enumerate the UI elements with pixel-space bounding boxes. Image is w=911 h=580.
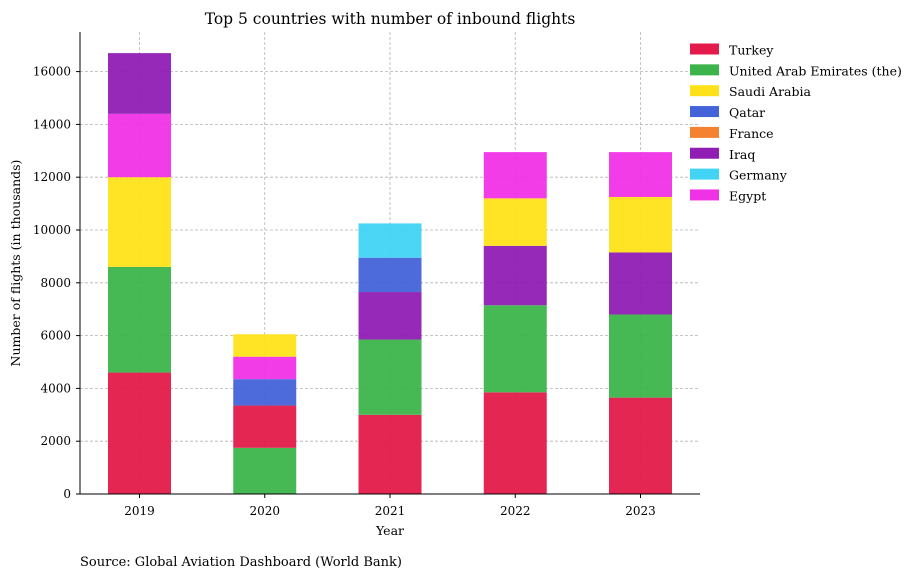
bar-segment-turkey-2019	[108, 372, 171, 494]
legend-label: Qatar	[729, 105, 765, 120]
legend-swatch	[690, 189, 719, 201]
y-tick-labels: 0 2000 4000 6000 8000 10000 12000 14000 16000	[33, 65, 80, 501]
bar-segment-saudi-arabia-2023	[609, 197, 672, 253]
bar-segment-qatar-2021	[358, 257, 422, 293]
y-tick-label: 0	[63, 487, 71, 501]
y-tick-label: 6000	[40, 329, 71, 343]
bar-segment-united-arab-emirates-the--2022	[483, 305, 547, 393]
x-tick-label: 2022	[500, 504, 531, 518]
bar-segment-saudi-arabia-2019	[108, 177, 171, 267]
legend-swatch	[690, 126, 719, 138]
legend-swatch	[690, 43, 719, 55]
bar-segment-turkey-2023	[609, 397, 672, 494]
y-tick-label: 16000	[33, 65, 71, 79]
legend: Turkey United Arab Emirates (the) Saudi Ar…	[690, 43, 902, 203]
bar-segment-saudi-arabia-2020	[233, 334, 297, 357]
y-tick-label: 8000	[40, 276, 71, 290]
bar-segment-united-arab-emirates-the--2020	[233, 447, 297, 494]
bar-segment-iraq-2019	[108, 53, 171, 114]
bar-segment-turkey-2021	[358, 414, 422, 494]
x-axis-label: Year	[375, 523, 404, 538]
x-tick-labels: 2019 2020 2021 2022 2023	[124, 494, 656, 518]
bar-segment-germany-2021	[358, 223, 422, 258]
legend-swatch	[690, 168, 719, 180]
y-tick-label: 12000	[33, 170, 71, 184]
bar-segment-qatar-2020	[233, 379, 297, 406]
legend-label: Iraq	[729, 147, 755, 162]
bar-segment-saudi-arabia-2022	[483, 198, 547, 246]
legend-label: United Arab Emirates (the)	[729, 63, 902, 78]
bar-segment-iraq-2021	[358, 292, 422, 340]
legend-swatch	[690, 85, 719, 97]
bar-segment-egypt-2020	[233, 356, 297, 380]
y-tick-label: 10000	[33, 223, 71, 237]
bar-segment-egypt-2022	[483, 152, 547, 199]
bar-segment-united-arab-emirates-the--2023	[609, 314, 672, 398]
chart-title: Top 5 countries with number of inbound f…	[205, 10, 576, 28]
legend-label: Egypt	[729, 188, 766, 203]
y-tick-label: 14000	[33, 117, 71, 131]
bar-segment-turkey-2022	[483, 392, 547, 494]
bars	[108, 53, 672, 494]
x-tick-label: 2023	[625, 504, 656, 518]
bar-segment-iraq-2023	[609, 252, 672, 315]
legend-label: Germany	[729, 168, 788, 183]
x-tick-label: 2019	[124, 504, 155, 518]
legend-label: France	[729, 126, 774, 141]
bar-segment-turkey-2020	[233, 405, 297, 448]
y-tick-label: 4000	[40, 381, 71, 395]
bar-segment-united-arab-emirates-the--2019	[108, 266, 171, 373]
y-tick-label: 2000	[40, 434, 71, 448]
legend-label: Turkey	[729, 43, 774, 58]
bar-segment-united-arab-emirates-the--2021	[358, 339, 422, 415]
y-axis-label: Number of flights (in thousands)	[8, 160, 23, 367]
legend-swatch	[690, 147, 719, 159]
source-note: Source: Global Aviation Dashboard (World…	[80, 555, 402, 570]
bar-segment-egypt-2023	[609, 152, 672, 197]
legend-label: Saudi Arabia	[729, 84, 811, 99]
bar-segment-egypt-2019	[108, 113, 171, 178]
bar-segment-iraq-2022	[483, 245, 547, 306]
legend-swatch	[690, 106, 719, 118]
x-tick-label: 2021	[375, 504, 406, 518]
x-tick-label: 2020	[249, 504, 280, 518]
legend-swatch	[690, 64, 719, 76]
